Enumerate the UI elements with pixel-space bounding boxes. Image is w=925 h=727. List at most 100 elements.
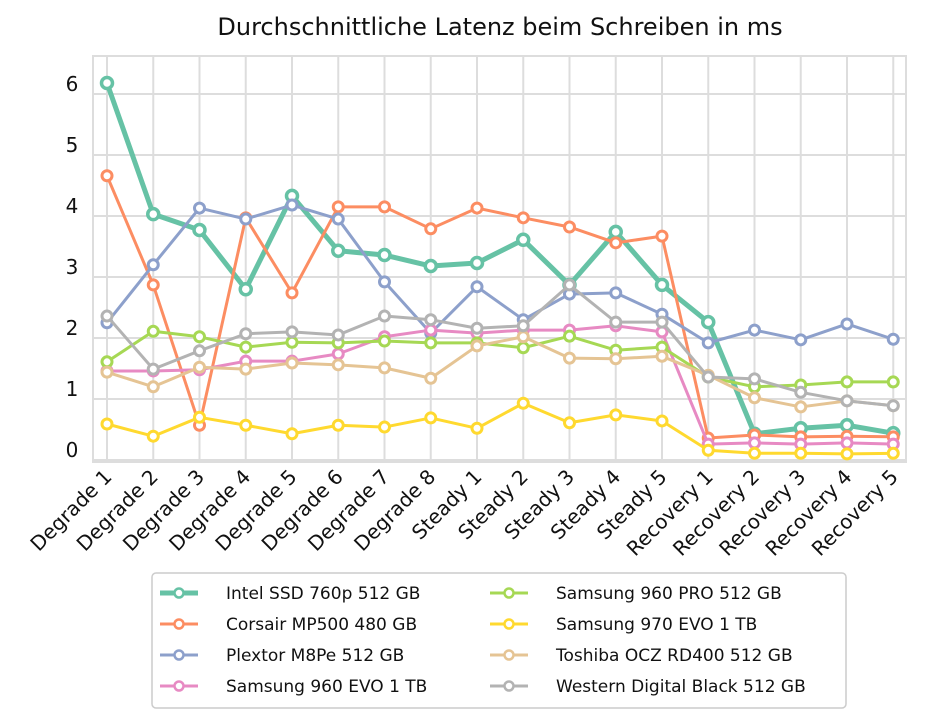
data-point bbox=[378, 420, 391, 434]
y-tick-label: 3 bbox=[66, 255, 79, 279]
legend-marker bbox=[173, 618, 185, 630]
data-point bbox=[193, 360, 206, 374]
legend-marker bbox=[503, 680, 515, 692]
data-point bbox=[516, 330, 530, 344]
data-point bbox=[609, 408, 623, 422]
data-point bbox=[748, 436, 761, 450]
data-point bbox=[748, 323, 761, 337]
data-point bbox=[563, 329, 576, 343]
data-point bbox=[701, 370, 715, 384]
y-tick-label: 2 bbox=[66, 316, 79, 340]
data-point bbox=[655, 229, 669, 243]
y-tick-label: 5 bbox=[66, 133, 79, 157]
data-point bbox=[331, 328, 345, 342]
y-axis-ticks: 0 1 2 3 4 5 6 bbox=[66, 72, 79, 462]
data-point bbox=[655, 349, 669, 363]
data-point bbox=[609, 315, 623, 329]
data-point bbox=[563, 220, 576, 234]
plot-frame bbox=[92, 55, 907, 463]
data-point bbox=[794, 333, 808, 347]
data-point bbox=[378, 275, 391, 289]
chart-title: Durchschnittliche Latenz beim Schreiben … bbox=[217, 13, 782, 41]
data-point bbox=[378, 200, 391, 214]
data-point bbox=[516, 211, 530, 225]
data-point bbox=[146, 380, 160, 394]
data-point bbox=[193, 410, 206, 424]
data-point bbox=[331, 200, 345, 214]
data-point bbox=[609, 286, 623, 300]
legend-marker bbox=[173, 680, 185, 692]
data-point bbox=[654, 277, 670, 293]
legend-item: Toshiba OCZ RD400 512 GB bbox=[490, 646, 793, 666]
data-point bbox=[470, 421, 484, 435]
data-point bbox=[99, 75, 115, 91]
data-point bbox=[886, 332, 900, 346]
series-path bbox=[106, 335, 894, 409]
data-point bbox=[563, 416, 576, 430]
data-point bbox=[378, 361, 391, 375]
data-point bbox=[100, 417, 114, 431]
data-point bbox=[748, 446, 761, 460]
data-point bbox=[655, 414, 669, 428]
data-point bbox=[839, 417, 855, 433]
data-point bbox=[146, 206, 161, 222]
legend-item: Samsung 970 EVO 1 TB bbox=[490, 615, 757, 635]
legend-label: Intel SSD 760p 512 GB bbox=[226, 584, 420, 604]
series-path bbox=[105, 283, 894, 408]
data-point bbox=[701, 314, 716, 330]
data-point bbox=[100, 309, 114, 323]
legend-label: Samsung 960 EVO 1 TB bbox=[226, 677, 427, 697]
data-point bbox=[840, 394, 854, 408]
data-point bbox=[100, 169, 114, 183]
data-point bbox=[655, 315, 669, 329]
data-point bbox=[423, 258, 438, 274]
data-point bbox=[378, 309, 391, 323]
data-point bbox=[794, 400, 808, 414]
data-point bbox=[701, 336, 715, 350]
data-point bbox=[100, 365, 114, 379]
data-point bbox=[516, 396, 530, 410]
legend-marker bbox=[503, 618, 515, 630]
y-tick-label: 1 bbox=[66, 377, 79, 401]
data-point bbox=[239, 327, 253, 341]
legend-marker bbox=[173, 587, 185, 599]
data-point bbox=[238, 281, 253, 297]
data-point bbox=[470, 339, 484, 353]
grid bbox=[93, 56, 906, 462]
data-point bbox=[331, 418, 345, 432]
data-point bbox=[886, 446, 900, 460]
data-point bbox=[424, 371, 438, 385]
legend-item: Intel SSD 760p 512 GB bbox=[160, 584, 420, 604]
data-point bbox=[192, 222, 207, 238]
legend-marker bbox=[503, 587, 515, 599]
legend-label: Plextor M8Pe 512 GB bbox=[226, 646, 404, 666]
data-point bbox=[840, 317, 854, 331]
data-point bbox=[748, 372, 761, 386]
data-point bbox=[424, 323, 438, 337]
data-point bbox=[886, 399, 900, 413]
data-point bbox=[285, 325, 299, 339]
legend-item: Plextor M8Pe 512 GB bbox=[160, 646, 404, 666]
series-path bbox=[106, 401, 894, 456]
data-point bbox=[886, 375, 900, 389]
data-point bbox=[193, 344, 206, 358]
legend-label: Samsung 960 PRO 512 GB bbox=[556, 584, 782, 604]
series-path bbox=[107, 324, 894, 446]
data-point bbox=[285, 427, 299, 441]
series-line bbox=[100, 324, 900, 394]
data-point bbox=[146, 362, 160, 376]
series-path bbox=[105, 203, 894, 345]
series-line bbox=[100, 330, 900, 414]
data-point bbox=[424, 411, 438, 425]
data-point bbox=[193, 201, 206, 215]
data-point bbox=[239, 212, 253, 226]
data-point bbox=[285, 356, 299, 370]
data-point bbox=[424, 313, 438, 327]
data-point bbox=[239, 362, 253, 376]
y-tick-label: 6 bbox=[66, 72, 79, 96]
legend-label: Samsung 970 EVO 1 TB bbox=[556, 615, 757, 635]
legend-item: Western Digital Black 512 GB bbox=[490, 677, 806, 697]
data-point bbox=[794, 385, 808, 399]
